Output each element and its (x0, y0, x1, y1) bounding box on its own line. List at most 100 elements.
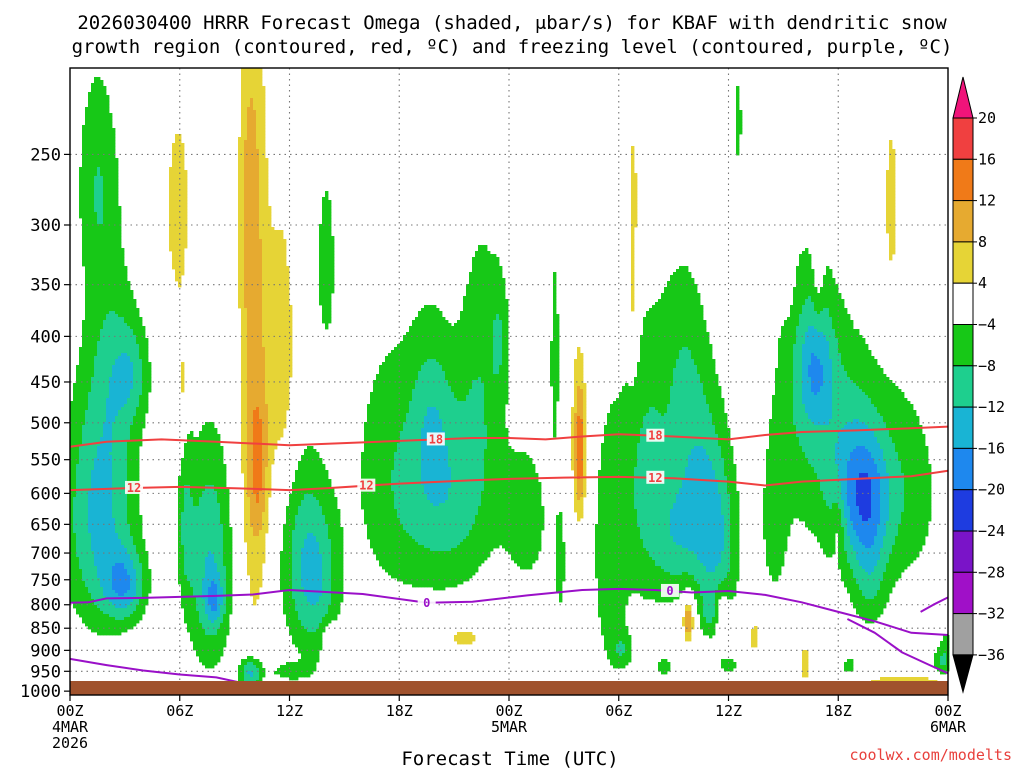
omega-cell (811, 338, 815, 342)
omega-cell (649, 335, 653, 339)
omega-cell (253, 158, 257, 162)
omega-cell (244, 152, 248, 156)
omega-cell (250, 68, 254, 72)
omega-cell (121, 281, 125, 285)
omega-cell (82, 179, 86, 183)
omega-cell (685, 278, 689, 282)
omega-cell (466, 305, 470, 309)
omega-cell (118, 224, 122, 228)
omega-cell (841, 332, 845, 336)
omega-cell (433, 347, 437, 351)
omega-cell (94, 248, 98, 252)
omega-cell (103, 329, 107, 333)
omega-cell (631, 251, 635, 255)
omega-cell (685, 266, 689, 270)
omega-cell (100, 176, 104, 180)
omega-cell (481, 323, 485, 327)
omega-cell (118, 212, 122, 216)
omega-cell (466, 317, 470, 321)
omega-cell (472, 335, 476, 339)
omega-cell (274, 269, 278, 273)
omega-cell (277, 275, 281, 279)
omega-cell (835, 326, 839, 330)
omega-cell (82, 353, 86, 357)
omega-cell (244, 236, 248, 240)
omega-cell (172, 149, 176, 153)
omega-cell (85, 314, 89, 318)
omega-cell (889, 176, 893, 180)
omega-cell (322, 254, 326, 258)
omega-cell (820, 326, 824, 330)
omega-cell (799, 281, 803, 285)
omega-cell (241, 356, 245, 360)
omega-cell (103, 308, 107, 312)
omega-cell (94, 263, 98, 267)
omega-cell (889, 185, 893, 189)
omega-cell (694, 311, 698, 315)
omega-cell (115, 278, 119, 282)
omega-cell (184, 242, 188, 246)
omega-cell (244, 200, 248, 204)
omega-cell (238, 191, 242, 195)
omega-cell (139, 341, 143, 345)
omega-cell (97, 308, 101, 312)
omega-cell (286, 293, 290, 297)
omega-cell (439, 314, 443, 318)
omega-cell (112, 212, 116, 216)
omega-cell (787, 332, 791, 336)
omega-cell (805, 320, 809, 324)
omega-cell (679, 350, 683, 354)
omega-cell (331, 248, 335, 252)
omega-cell (892, 167, 896, 171)
omega-cell (823, 311, 827, 315)
omega-cell (181, 263, 185, 267)
omega-cell (631, 149, 635, 153)
omega-cell (241, 212, 245, 216)
omega-cell (256, 347, 260, 351)
omega-cell (646, 314, 650, 318)
omega-cell (169, 182, 173, 186)
omega-cell (88, 110, 92, 114)
omega-cell (238, 212, 242, 216)
omega-cell (682, 302, 686, 306)
omega-cell (256, 68, 260, 72)
omega-cell (265, 314, 269, 318)
omega-cell (823, 305, 827, 309)
omega-cell (97, 338, 101, 342)
omega-cell (805, 347, 809, 351)
omega-cell (424, 323, 428, 327)
omega-cell (844, 353, 848, 357)
omega-cell (112, 191, 116, 195)
omega-cell (118, 215, 122, 219)
omega-cell (322, 236, 326, 240)
omega-cell (694, 338, 698, 342)
omega-cell (112, 146, 116, 150)
omega-cell (271, 287, 275, 291)
omega-cell (124, 350, 128, 354)
omega-cell (262, 254, 266, 258)
omega-cell (109, 146, 113, 150)
omega-cell (400, 356, 404, 360)
omega-cell (319, 269, 323, 273)
omega-cell (97, 146, 101, 150)
omega-cell (118, 317, 122, 321)
omega-cell (79, 197, 83, 201)
omega-cell (265, 326, 269, 330)
omega-cell (490, 320, 494, 324)
omega-cell (169, 221, 173, 225)
omega-cell (106, 353, 110, 357)
omega-cell (256, 272, 260, 276)
omega-cell (118, 299, 122, 303)
omega-cell (247, 263, 251, 267)
omega-cell (103, 233, 107, 237)
omega-cell (643, 341, 647, 345)
omega-cell (631, 293, 635, 297)
omega-cell (481, 314, 485, 318)
omega-cell (112, 332, 116, 336)
omega-cell (328, 200, 332, 204)
omega-cell (253, 89, 257, 93)
omega-cell (679, 302, 683, 306)
omega-cell (256, 170, 260, 174)
omega-cell (427, 338, 431, 342)
omega-cell (325, 227, 329, 231)
